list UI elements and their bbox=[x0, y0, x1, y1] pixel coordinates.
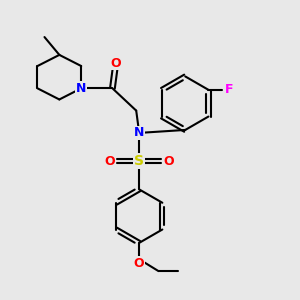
Text: S: S bbox=[134, 154, 144, 168]
Text: O: O bbox=[104, 154, 115, 168]
Text: N: N bbox=[76, 82, 86, 95]
Text: O: O bbox=[134, 257, 145, 270]
Text: O: O bbox=[164, 154, 174, 168]
Text: N: N bbox=[134, 126, 144, 140]
Text: O: O bbox=[110, 57, 121, 70]
Text: F: F bbox=[225, 83, 233, 96]
